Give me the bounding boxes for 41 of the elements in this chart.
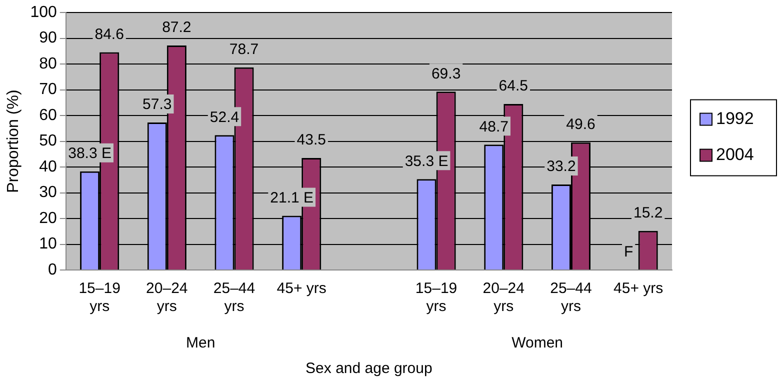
text: Men xyxy=(186,334,216,352)
data-label: 43.5 xyxy=(296,132,326,149)
y-tick-label: 80 xyxy=(39,55,57,72)
y-tick-label: 90 xyxy=(39,30,57,47)
data-label: 38.3 E xyxy=(68,145,112,162)
legend-label: 2004 xyxy=(716,144,754,164)
y-tick-label: 60 xyxy=(39,106,57,124)
legend-label: 1992 xyxy=(716,108,754,128)
x-tick-label: 15–19 yrs xyxy=(78,280,120,316)
data-label: 57.3 xyxy=(142,96,172,114)
y-tick-label: 0 xyxy=(48,261,57,278)
y-tick-label: 10 xyxy=(39,236,57,253)
x-tick-label: 25–44 yrs xyxy=(213,280,256,316)
y-tick-label: 100 xyxy=(30,4,57,22)
data-label: 52.4 xyxy=(210,108,240,126)
y-tick-label: 20 xyxy=(39,210,57,227)
data-label: 33.2 xyxy=(546,158,576,176)
x-axis-title: Sex and age group xyxy=(306,360,432,378)
y-tick-label: 50 xyxy=(39,132,57,150)
x-tick-label: 45+ yrs xyxy=(614,280,664,298)
x-tick-label: 20–24 yrs xyxy=(482,280,524,316)
y-tick-label: 40 xyxy=(39,158,57,176)
data-label: 48.7 xyxy=(479,118,508,136)
data-label: 87.2 xyxy=(162,19,192,36)
x-tick-label: 45+ yrs xyxy=(276,280,326,298)
text: Women xyxy=(512,334,564,352)
y-tick-label: 70 xyxy=(39,81,57,98)
data-label: 21.1 E xyxy=(270,189,314,206)
data-label: 84.6 xyxy=(94,26,124,43)
x-tick-label: 15–19 yrs xyxy=(415,280,458,316)
data-label: F xyxy=(624,244,634,261)
x-tick-label: 20–24 yrs xyxy=(146,280,188,316)
data-label: 69.3 xyxy=(431,65,461,82)
y-axis-title: Proportion (%) xyxy=(5,90,22,193)
data-label: 64.5 xyxy=(498,78,528,95)
data-label: 78.7 xyxy=(229,41,259,58)
data-label: 35.3 E xyxy=(404,152,448,170)
y-tick-label: 30 xyxy=(39,184,57,202)
x-tick-label: 25–44 yrs xyxy=(550,280,592,316)
data-label: 15.2 xyxy=(633,204,663,222)
data-label: 49.6 xyxy=(566,116,596,133)
